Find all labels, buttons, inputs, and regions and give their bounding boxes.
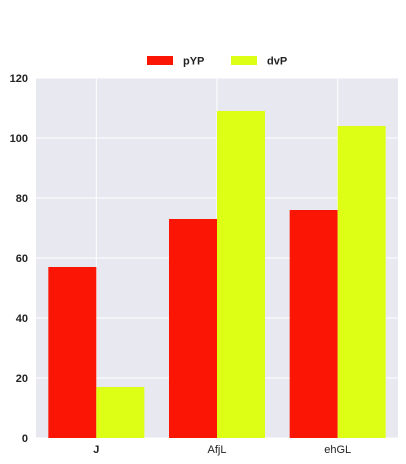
legend-label-pYP: pYP [183, 56, 204, 68]
legend: pYP dvP [147, 56, 287, 68]
x-tick-label: ehGL [324, 444, 351, 456]
y-tick-label: 0 [22, 433, 28, 445]
bar-dvP-AfjL [217, 111, 265, 438]
y-tick-label: 80 [16, 193, 28, 205]
legend-swatch-dvP [231, 56, 257, 65]
bar-dvP-ehGL [338, 126, 386, 438]
x-tick-label: J [93, 444, 99, 456]
bar-dvP-J [96, 387, 144, 438]
y-tick-label: 60 [16, 253, 28, 265]
y-tick-label: 20 [16, 373, 28, 385]
y-tick-label: 100 [10, 133, 28, 145]
x-tick-label: AfjL [208, 444, 227, 456]
bar-pYP-ehGL [290, 210, 338, 438]
legend-swatch-pYP [147, 56, 173, 65]
y-tick-label: 120 [10, 73, 28, 85]
y-tick-label: 40 [16, 313, 28, 325]
y-axis-ticks: 0 20 40 60 80 100 120 [10, 73, 28, 445]
bar-pYP-AfjL [169, 219, 217, 438]
legend-label-dvP: dvP [267, 56, 287, 68]
x-axis-ticks: J AfjL ehGL [93, 444, 351, 456]
bar-pYP-J [48, 267, 96, 438]
